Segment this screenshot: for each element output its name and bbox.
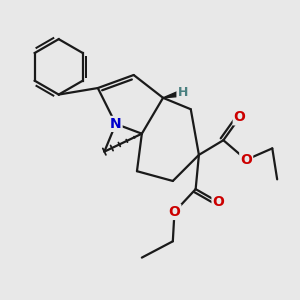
Text: N: N — [110, 117, 122, 131]
Text: O: O — [212, 195, 224, 209]
Text: O: O — [169, 205, 180, 219]
Polygon shape — [163, 90, 183, 98]
Text: O: O — [234, 110, 246, 124]
Text: O: O — [240, 153, 252, 167]
Text: H: H — [177, 86, 188, 99]
